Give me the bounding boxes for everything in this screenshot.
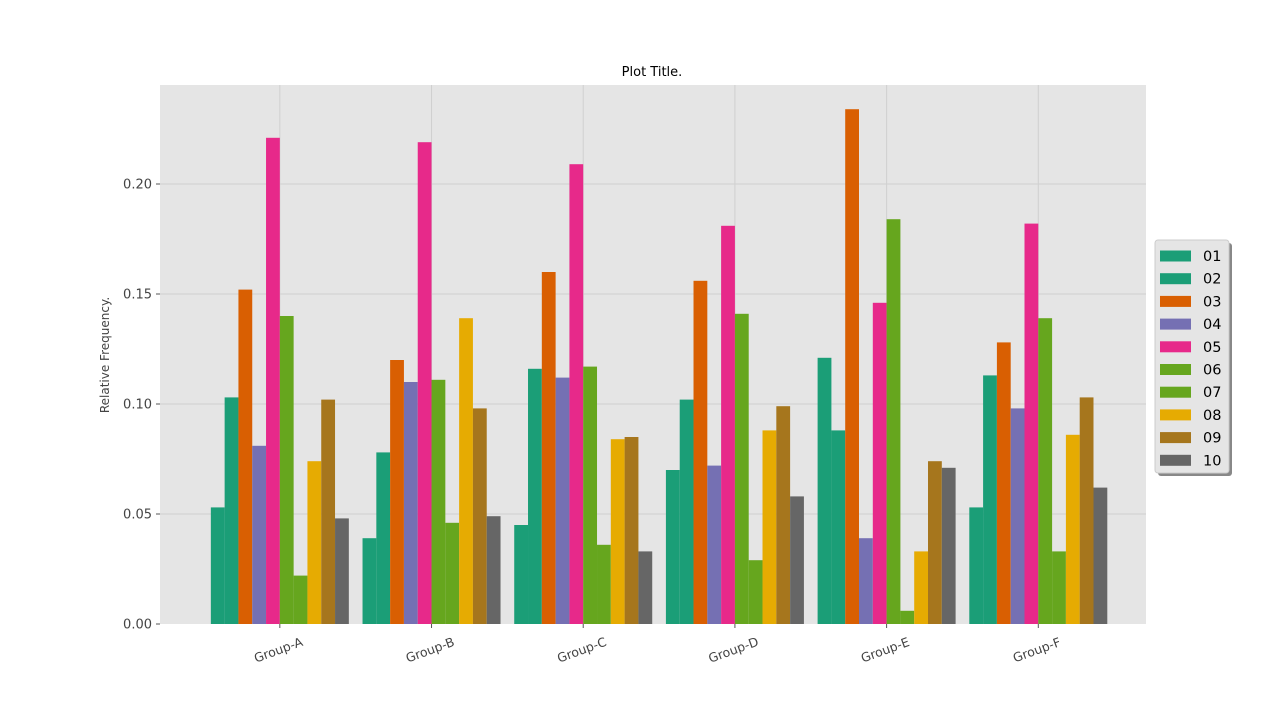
bar-06-Group-F — [1038, 318, 1053, 624]
bar-05-Group-F — [1024, 223, 1039, 624]
x-tick-label: Group-F — [1011, 634, 1063, 665]
bar-10-Group-B — [486, 516, 501, 624]
bar-03-Group-E — [845, 109, 860, 624]
x-tick-label: Group-E — [859, 634, 912, 665]
y-tick-label: 0.10 — [123, 398, 152, 413]
bar-09-Group-B — [472, 408, 487, 624]
bars — [210, 109, 1108, 625]
legend-swatch-02 — [1160, 273, 1191, 285]
bar-04-Group-E — [859, 538, 873, 624]
bar-10-Group-F — [1093, 487, 1108, 624]
legend-label-10: 10 — [1203, 453, 1221, 469]
x-tick-label: Group-B — [404, 634, 457, 665]
legend-label-06: 06 — [1203, 363, 1221, 379]
legend-swatch-10 — [1160, 454, 1191, 466]
y-axis-ticks: 0.00 0.05 0.10 0.15 0.20 — [123, 178, 160, 633]
bar-01-Group-B — [362, 538, 377, 624]
y-tick-label: 0.20 — [123, 178, 152, 193]
bar-06-Group-C — [583, 366, 598, 624]
bar-04-Group-A — [252, 445, 267, 624]
bar-03-Group-A — [238, 289, 253, 624]
legend-swatch-07 — [1160, 386, 1191, 398]
bar-06-Group-A — [279, 316, 294, 624]
legend-label-09: 09 — [1203, 431, 1221, 447]
bar-07-Group-B — [445, 522, 460, 624]
bar-03-Group-B — [390, 360, 404, 624]
bar-07-Group-C — [597, 544, 611, 624]
bar-07-Group-A — [293, 575, 308, 624]
bar-01-Group-A — [210, 507, 225, 624]
bar-08-Group-F — [1065, 434, 1080, 624]
bar-01-Group-C — [514, 525, 529, 624]
x-tick-label: Group-C — [555, 634, 609, 666]
bar-02-Group-C — [528, 368, 542, 624]
legend-swatch-06 — [1160, 364, 1191, 375]
bar-09-Group-E — [928, 461, 942, 624]
legend-label-07: 07 — [1203, 385, 1221, 401]
bar-01-Group-E — [817, 357, 832, 624]
bar-10-Group-C — [638, 551, 653, 624]
y-tick-label: 0.15 — [123, 288, 152, 303]
bar-04-Group-F — [1010, 408, 1025, 624]
legend-label-05: 05 — [1203, 340, 1221, 356]
bar-02-Group-A — [224, 397, 239, 624]
legend-label-01: 01 — [1203, 249, 1221, 265]
bar-08-Group-C — [610, 439, 625, 624]
bar-06-Group-E — [886, 219, 901, 624]
bar-09-Group-F — [1079, 397, 1094, 624]
bar-09-Group-D — [776, 406, 791, 624]
bar-10-Group-D — [790, 496, 804, 624]
bar-10-Group-A — [335, 518, 349, 624]
legend-label-03: 03 — [1203, 294, 1221, 310]
bar-02-Group-B — [376, 452, 391, 624]
bar-08-Group-A — [307, 461, 322, 624]
y-tick-label: 0.05 — [123, 508, 152, 523]
bar-05-Group-E — [872, 302, 887, 624]
legend-swatch-09 — [1160, 432, 1191, 444]
bar-02-Group-D — [679, 399, 694, 624]
bar-04-Group-C — [555, 377, 570, 624]
bar-05-Group-D — [721, 225, 735, 625]
bar-03-Group-D — [693, 280, 708, 624]
x-axis-ticks: Group-A Group-B Group-C Group-D Group-E Group… — [252, 624, 1063, 666]
bar-08-Group-D — [762, 430, 777, 624]
y-tick-label: 0.00 — [123, 618, 152, 633]
bar-07-Group-F — [1052, 551, 1066, 624]
legend-label-08: 08 — [1203, 408, 1221, 424]
legend-label-02: 02 — [1203, 272, 1221, 288]
bar-06-Group-B — [431, 379, 446, 624]
bar-07-Group-E — [900, 610, 915, 624]
chart-title: Plot Title. — [622, 65, 683, 80]
legend-swatch-01 — [1160, 250, 1191, 262]
bar-05-Group-A — [266, 137, 280, 625]
bar-05-Group-C — [569, 164, 584, 624]
bar-09-Group-C — [624, 437, 639, 624]
bar-01-Group-D — [665, 470, 680, 624]
y-axis-label: Relative Frequency. — [98, 297, 112, 413]
bar-08-Group-B — [459, 318, 473, 624]
bar-05-Group-B — [417, 142, 432, 624]
bar-06-Group-D — [734, 313, 749, 624]
bar-03-Group-F — [996, 342, 1011, 624]
legend-label-04: 04 — [1203, 317, 1221, 333]
bar-10-Group-E — [941, 467, 956, 624]
legend-swatch-05 — [1160, 341, 1191, 353]
bar-08-Group-E — [914, 551, 929, 624]
bar-09-Group-A — [321, 399, 336, 624]
bar-02-Group-E — [831, 430, 846, 624]
bar-01-Group-F — [969, 507, 984, 624]
bar-04-Group-B — [403, 382, 418, 624]
x-tick-label: Group-D — [706, 634, 760, 666]
legend-swatch-08 — [1160, 409, 1191, 421]
bar-02-Group-F — [983, 375, 997, 624]
x-tick-label: Group-A — [252, 634, 305, 666]
bar-04-Group-D — [707, 465, 722, 624]
legend: 01 02 03 04 05 06 07 08 09 10 — [1154, 239, 1232, 476]
bar-07-Group-D — [748, 560, 763, 624]
bar-03-Group-C — [541, 272, 556, 624]
legend-swatch-04 — [1160, 318, 1191, 330]
legend-swatch-03 — [1160, 295, 1191, 307]
